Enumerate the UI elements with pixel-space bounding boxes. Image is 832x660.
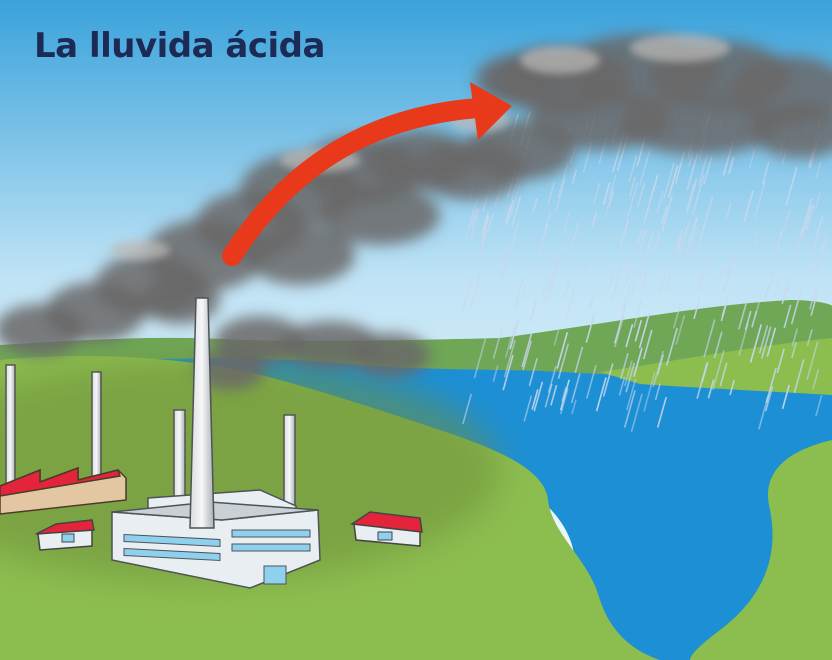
diagram-title: La lluvida ácida — [34, 26, 325, 66]
small-house-right — [349, 511, 423, 547]
curved-arrow-icon — [222, 82, 512, 266]
small-house-left — [35, 519, 95, 551]
right-bank — [690, 440, 832, 660]
left-factory — [0, 364, 127, 515]
main-factory — [111, 297, 321, 589]
far-bank — [600, 338, 832, 395]
rain-streaks-icon — [461, 110, 828, 433]
river — [0, 358, 832, 660]
